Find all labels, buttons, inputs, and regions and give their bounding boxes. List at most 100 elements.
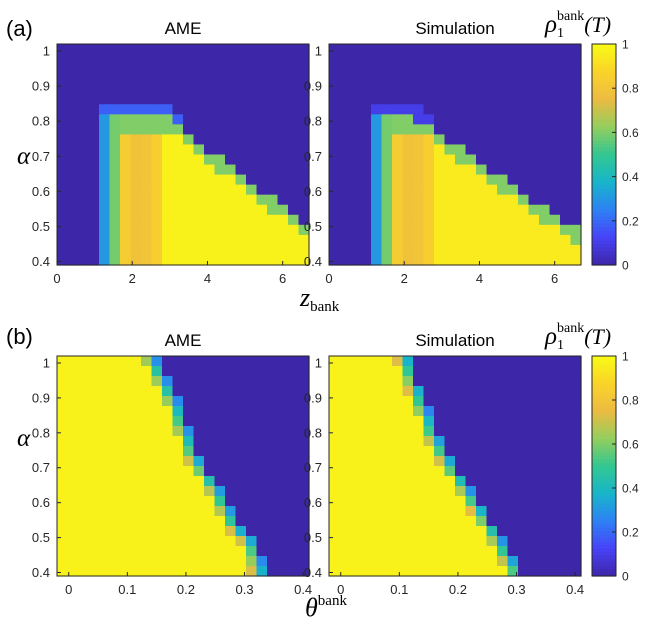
- heatmap-cell: [423, 416, 435, 427]
- heatmap-cell: [214, 74, 226, 85]
- heatmap-cell: [528, 546, 540, 557]
- heatmap-cell: [57, 546, 69, 557]
- heatmap-cell: [162, 406, 174, 417]
- heatmap-cell: [497, 556, 509, 567]
- heatmap-cell: [256, 174, 268, 186]
- heatmap-cell: [560, 496, 572, 507]
- heatmap-cell: [267, 174, 279, 186]
- heatmap-cell: [78, 214, 90, 226]
- heatmap-cell: [549, 516, 561, 527]
- heatmap-cell: [183, 426, 195, 437]
- colorbar-segment: [592, 57, 616, 62]
- heatmap-cell: [277, 84, 289, 95]
- heatmap-cell: [193, 174, 205, 186]
- colorbar-segment: [592, 244, 616, 249]
- heatmap-cell: [497, 114, 509, 125]
- heatmap-cell: [539, 184, 551, 196]
- heatmap-cell: [214, 356, 226, 367]
- heatmap-cell: [183, 416, 195, 427]
- heatmap-cell: [570, 446, 582, 457]
- heatmap-cell: [350, 476, 362, 487]
- colorbar-segment: [592, 240, 616, 245]
- heatmap-cell: [99, 44, 111, 55]
- heatmap-cell: [444, 496, 456, 507]
- heatmap-cell: [193, 516, 205, 527]
- heatmap-cell: [109, 104, 121, 115]
- heatmap-cell: [560, 426, 572, 437]
- heatmap-cell: [204, 426, 216, 437]
- heatmap-cell: [539, 396, 551, 407]
- heatmap-cell: [402, 516, 414, 527]
- heatmap-cell: [193, 356, 205, 367]
- heatmap-cell: [246, 194, 258, 206]
- heatmap-cell: [99, 184, 111, 196]
- heatmap-cell: [360, 44, 372, 55]
- heatmap-cell: [78, 496, 90, 507]
- heatmap-cell: [497, 536, 509, 547]
- heatmap-cell: [204, 214, 216, 226]
- heatmap-cell: [413, 426, 425, 437]
- heatmap-cell: [225, 546, 237, 557]
- heatmap-cell: [172, 566, 184, 577]
- heatmap-cell: [465, 164, 477, 176]
- heatmap-cell: [560, 94, 572, 105]
- heatmap-cell: [476, 476, 488, 487]
- heatmap-cell: [214, 204, 226, 216]
- heatmap-cell: [162, 184, 174, 196]
- heatmap-cell: [277, 506, 289, 517]
- heatmap-cell: [277, 426, 289, 437]
- heatmap-cell: [486, 516, 498, 527]
- heatmap-cell: [130, 556, 142, 567]
- heatmap-cell: [434, 64, 446, 75]
- heatmap-cell: [120, 366, 132, 377]
- heatmap-cell: [465, 496, 477, 507]
- heatmap-cell: [549, 244, 561, 256]
- heatmap-cell: [455, 356, 467, 367]
- heatmap-cell: [288, 516, 300, 527]
- heatmap-cell: [225, 154, 237, 166]
- colorbar-segment: [592, 459, 616, 464]
- heatmap-cell: [109, 164, 121, 176]
- heatmap-cell: [476, 134, 488, 146]
- heatmap-cell: [528, 536, 540, 547]
- heatmap-cell: [172, 466, 184, 477]
- colorbar-segment: [592, 362, 616, 367]
- heatmap-cell: [402, 84, 414, 95]
- heatmap-cell: [539, 164, 551, 176]
- colorbar-segment: [592, 223, 616, 228]
- colorbar-rho-2: ρ: [544, 323, 557, 350]
- heatmap-cell: [371, 54, 383, 65]
- heatmap-cell: [539, 114, 551, 125]
- heatmap-cell: [444, 124, 456, 136]
- y-tick-label: 0.8: [304, 114, 322, 129]
- heatmap-cell: [78, 536, 90, 547]
- heatmap-cell: [225, 446, 237, 457]
- heatmap-cell: [99, 356, 111, 367]
- heatmap-cell: [204, 234, 216, 246]
- heatmap-cell: [360, 114, 372, 125]
- heatmap-cell: [151, 406, 163, 417]
- heatmap-cell: [329, 366, 341, 377]
- heatmap-cell: [193, 526, 205, 537]
- heatmap-cell: [350, 244, 362, 256]
- colorbar-segment: [592, 230, 616, 235]
- heatmap-cell: [57, 134, 69, 146]
- heatmap-cell: [267, 386, 279, 397]
- heatmap-cell: [162, 386, 174, 397]
- heatmap-cell: [518, 406, 530, 417]
- heatmap-cell: [423, 376, 435, 387]
- heatmap-cell: [204, 144, 216, 156]
- colorbar-tick-label: 1: [622, 38, 629, 52]
- heatmap-cell: [444, 194, 456, 206]
- heatmap-cell: [67, 456, 79, 467]
- heatmap-cell: [67, 546, 79, 557]
- heatmap-cell: [277, 114, 289, 125]
- heatmap-cell: [360, 84, 372, 95]
- x-tick-label: 0: [337, 582, 344, 597]
- heatmap-cell: [539, 104, 551, 115]
- heatmap-cell: [183, 134, 195, 146]
- colorbar-tick-label: 0: [622, 259, 629, 273]
- heatmap-cell: [444, 74, 456, 85]
- heatmap-cell: [497, 214, 509, 226]
- heatmap-cell: [141, 74, 153, 85]
